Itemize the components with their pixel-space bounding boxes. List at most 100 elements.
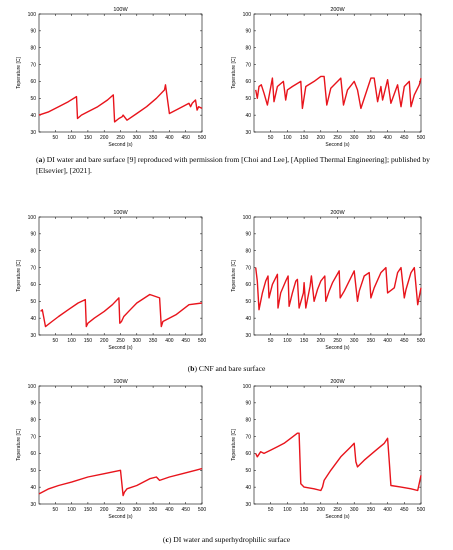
x-tick-label: 500 — [417, 507, 426, 513]
y-tick-label: 30 — [245, 130, 251, 136]
y-tick-label: 100 — [28, 384, 37, 390]
caption-a: (a) DI water and bare surface [9] reprod… — [36, 155, 430, 175]
x-axis-label: Second (s) — [108, 142, 133, 148]
y-tick-label: 70 — [30, 434, 36, 440]
y-tick-label: 60 — [245, 79, 251, 85]
y-tick-label: 90 — [245, 401, 251, 407]
y-tick-label: 80 — [30, 418, 36, 424]
chart-title: 200W — [330, 7, 345, 13]
x-tick-label: 100 — [283, 507, 292, 513]
chart-2: 200W 50 100 150 200 250 300 350 400 450 500 30 40 50 6… — [231, 7, 425, 148]
y-tick-label: 70 — [245, 265, 251, 271]
x-tick-label: 50 — [268, 338, 274, 344]
chart-title: 100W — [113, 7, 128, 13]
y-tick-label: 30 — [30, 333, 36, 339]
x-tick-label: 350 — [149, 338, 158, 344]
x-tick-label: 250 — [333, 507, 342, 513]
y-axis-label: Teperature [C] — [231, 260, 237, 292]
x-tick-label: 400 — [165, 507, 174, 513]
y-axis-label: Teperature [C] — [16, 57, 22, 89]
x-tick-label: 50 — [268, 135, 274, 141]
x-tick-label: 300 — [133, 135, 142, 141]
y-tick-label: 80 — [30, 249, 36, 255]
y-tick-label: 50 — [245, 96, 251, 102]
x-tick-label: 350 — [149, 135, 158, 141]
x-tick-label: 450 — [400, 135, 409, 141]
x-tick-label: 250 — [116, 338, 125, 344]
plot-frame — [253, 216, 422, 336]
x-tick-label: 300 — [133, 507, 142, 513]
x-tick-label: 150 — [84, 135, 93, 141]
x-tick-label: 250 — [333, 338, 342, 344]
y-tick-label: 90 — [245, 232, 251, 238]
y-tick-label: 40 — [30, 113, 36, 119]
x-tick-label: 300 — [350, 135, 359, 141]
x-tick-label: 200 — [317, 338, 326, 344]
chart-title: 100W — [113, 210, 128, 216]
y-tick-label: 80 — [245, 46, 251, 52]
y-tick-label: 60 — [30, 79, 36, 85]
x-tick-label: 50 — [53, 338, 59, 344]
plot-frame — [38, 216, 203, 336]
x-tick-label: 200 — [100, 507, 109, 513]
y-tick-label: 40 — [30, 485, 36, 491]
y-tick-label: 70 — [30, 62, 36, 68]
plot-frame — [38, 385, 203, 505]
x-tick-label: 450 — [400, 338, 409, 344]
y-tick-label: 60 — [30, 451, 36, 457]
y-tick-label: 30 — [30, 130, 36, 136]
y-tick-label: 40 — [245, 316, 251, 322]
x-tick-label: 500 — [417, 135, 426, 141]
x-tick-label: 400 — [165, 135, 174, 141]
x-tick-label: 350 — [367, 507, 376, 513]
series-line-1 — [40, 293, 203, 328]
chart-4: 200W 50 100 150 200 250 300 350 400 450 500 30 40 50 6… — [231, 210, 425, 351]
x-axis-label: Second (s) — [108, 514, 133, 520]
y-tick-label: 100 — [28, 215, 37, 221]
x-tick-label: 450 — [400, 507, 409, 513]
x-tick-label: 300 — [350, 338, 359, 344]
x-tick-label: 100 — [283, 338, 292, 344]
x-tick-label: 450 — [182, 135, 191, 141]
x-tick-label: 200 — [100, 338, 109, 344]
series-line-1 — [255, 75, 422, 110]
chart-5: 100W 50 100 150 200 250 300 350 400 450 500 30 40 50 6… — [16, 379, 206, 520]
y-tick-label: 50 — [245, 468, 251, 474]
y-tick-label: 50 — [245, 299, 251, 305]
x-tick-label: 100 — [67, 507, 76, 513]
plot-frame — [253, 13, 422, 133]
x-tick-label: 150 — [300, 507, 309, 513]
x-tick-label: 200 — [100, 135, 109, 141]
x-tick-label: 150 — [300, 338, 309, 344]
x-tick-label: 100 — [67, 135, 76, 141]
x-axis-label: Second (s) — [108, 345, 133, 351]
x-tick-label: 350 — [367, 135, 376, 141]
y-tick-label: 60 — [245, 282, 251, 288]
y-tick-label: 90 — [30, 29, 36, 35]
x-tick-label: 300 — [133, 338, 142, 344]
x-tick-label: 500 — [417, 338, 426, 344]
x-tick-label: 450 — [182, 338, 191, 344]
x-tick-label: 100 — [67, 338, 76, 344]
series-line-1 — [255, 432, 422, 492]
y-tick-label: 30 — [245, 333, 251, 339]
x-tick-label: 50 — [53, 507, 59, 513]
y-tick-label: 80 — [245, 249, 251, 255]
x-tick-label: 350 — [149, 507, 158, 513]
x-tick-label: 400 — [165, 338, 174, 344]
plot-frame — [38, 13, 203, 133]
x-tick-label: 400 — [383, 507, 392, 513]
y-axis-label: Teperature [C] — [231, 429, 237, 461]
caption-b: (b) CNF and bare surface — [187, 364, 266, 373]
y-tick-label: 100 — [28, 12, 37, 18]
series-line-1 — [38, 467, 203, 497]
x-tick-label: 300 — [350, 507, 359, 513]
x-tick-label: 450 — [182, 507, 191, 513]
y-tick-label: 90 — [30, 401, 36, 407]
y-tick-label: 70 — [30, 265, 36, 271]
x-axis-label: Second (s) — [325, 345, 350, 351]
y-tick-label: 30 — [245, 502, 251, 508]
x-tick-label: 100 — [283, 135, 292, 141]
chart-1: 100W 50 100 150 200 250 300 350 400 450 500 30 40 50 6… — [16, 7, 206, 148]
x-tick-label: 500 — [198, 338, 207, 344]
